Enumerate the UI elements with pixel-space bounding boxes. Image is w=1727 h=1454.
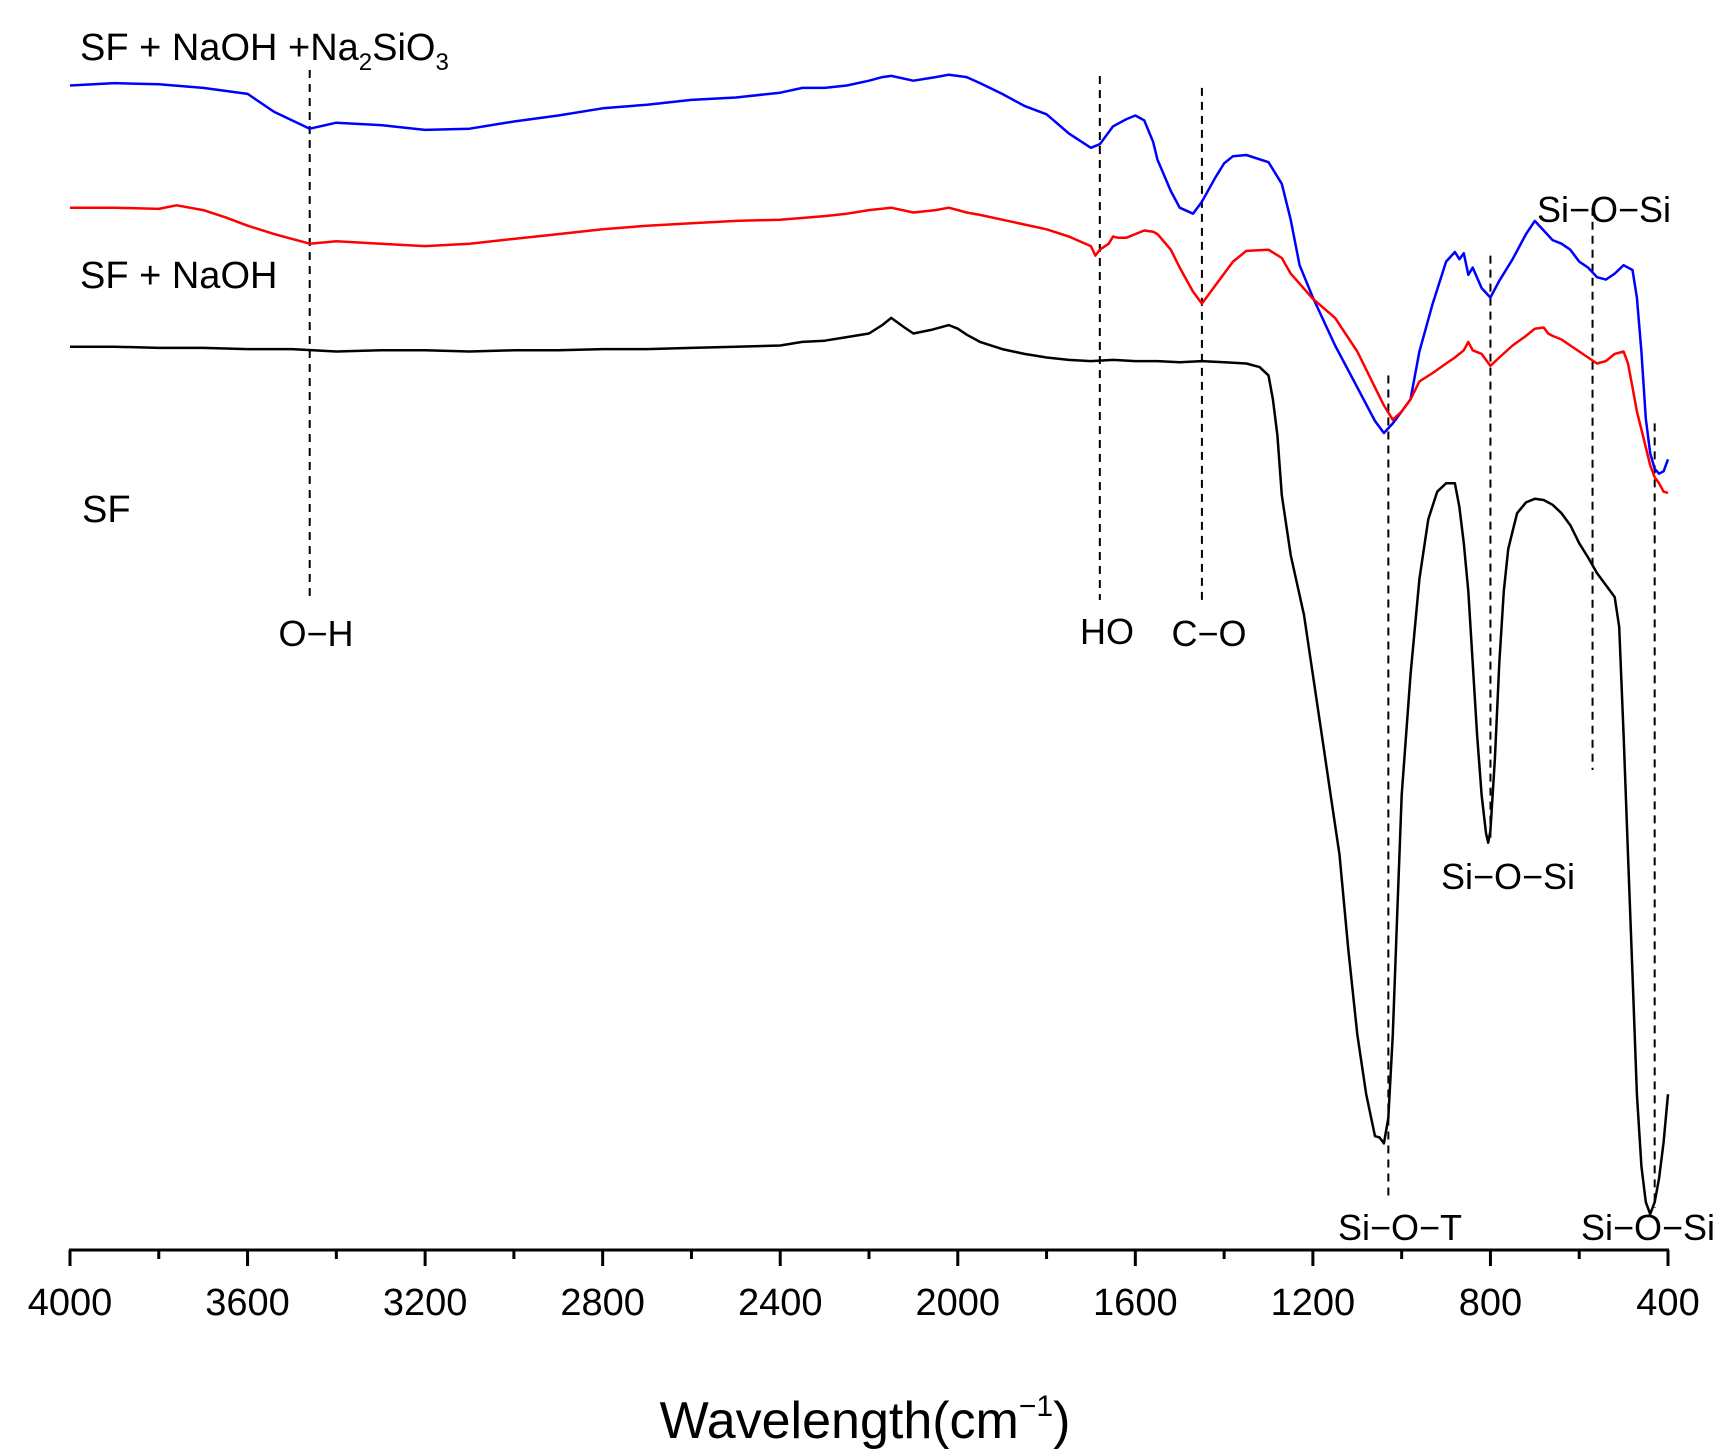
series-label-part: SF bbox=[82, 489, 131, 531]
x-tick-label: 3600 bbox=[205, 1282, 290, 1324]
annotation-si-o-si-bottom: Si−O−Si bbox=[1581, 1207, 1715, 1248]
annotation-si-o-si-top: Si−O−Si bbox=[1537, 189, 1671, 230]
annotation-co: C−O bbox=[1171, 613, 1246, 654]
series-lines bbox=[69, 73, 1670, 1216]
annotation-oh: O−H bbox=[278, 613, 353, 654]
annotation-ho: HO bbox=[1080, 611, 1134, 652]
x-tick-label: 2400 bbox=[738, 1282, 823, 1324]
series-line-2 bbox=[70, 316, 1670, 1216]
series-label-sf: SF bbox=[82, 489, 131, 531]
series-label-subscript: 3 bbox=[435, 49, 448, 76]
series-line-0 bbox=[69, 73, 1670, 475]
series-label-part: SF + NaOH +Na bbox=[80, 27, 360, 69]
x-axis-label: Wavelength(cm−1) bbox=[660, 1390, 1071, 1450]
series-label-sf-naoh: SF + NaOH bbox=[80, 255, 277, 297]
series-label-sf-naoh-na2sio3: SF + NaOH +Na2SiO3 bbox=[80, 27, 449, 76]
annotation-si-o-t: Si−O−T bbox=[1338, 1207, 1462, 1248]
x-axis-ticks: 4000 3600 3200 2800 2400 2000 1600 1200 800 400 bbox=[28, 1250, 1700, 1324]
x-tick-label: 2800 bbox=[560, 1282, 645, 1324]
x-tick-label: 800 bbox=[1459, 1282, 1522, 1324]
series-label-subscript: 2 bbox=[359, 49, 372, 76]
x-tick-label: 2000 bbox=[916, 1282, 1001, 1324]
series-line-1 bbox=[70, 204, 1669, 495]
x-axis-label-close: ) bbox=[1053, 1392, 1070, 1450]
x-tick-label: 3200 bbox=[383, 1282, 468, 1324]
x-tick-label: 1600 bbox=[1093, 1282, 1178, 1324]
x-tick-label: 4000 bbox=[28, 1282, 113, 1324]
x-axis-label-superscript: −1 bbox=[1019, 1390, 1053, 1423]
annotation-si-o-si-mid: Si−O−Si bbox=[1441, 856, 1575, 897]
reference-lines bbox=[308, 69, 1656, 1208]
series-label-part: SF + NaOH bbox=[80, 255, 277, 297]
series-label-part: SiO bbox=[372, 27, 435, 69]
x-tick-label: 1200 bbox=[1271, 1282, 1356, 1324]
x-axis-label-text: Wavelength(cm bbox=[660, 1392, 1019, 1450]
x-tick-label: 400 bbox=[1636, 1282, 1699, 1324]
